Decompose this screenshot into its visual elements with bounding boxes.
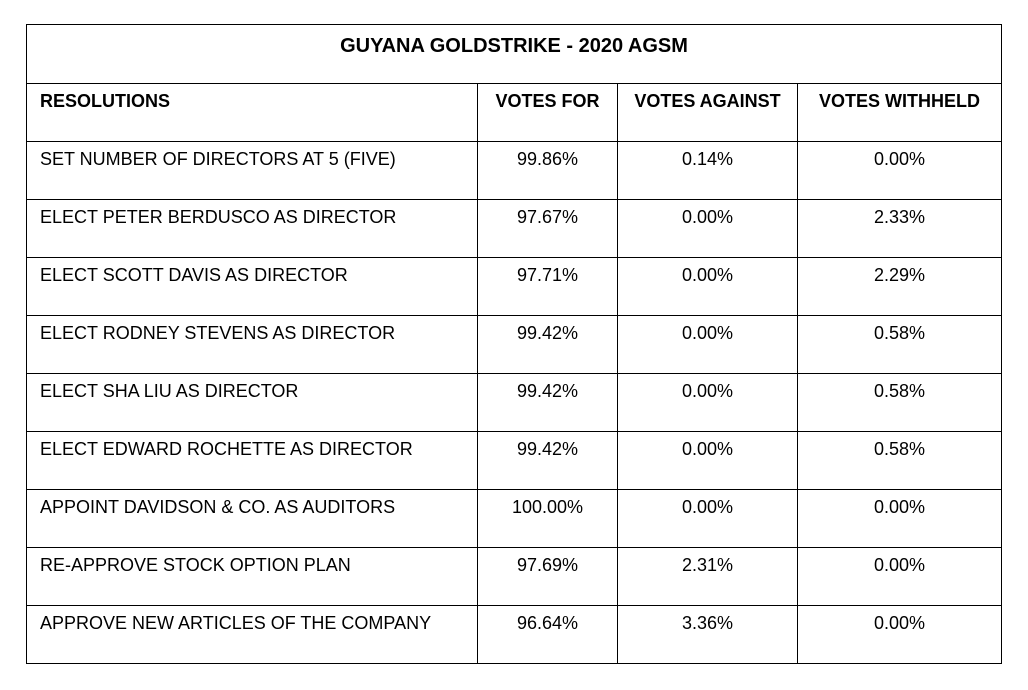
votes-withheld-cell: 0.58% (796, 373, 1003, 432)
table-title: GUYANA GOLDSTRIKE - 2020 AGSM (25, 24, 1003, 84)
header-votes-against: VOTES AGAINST (617, 83, 798, 142)
votes-against-cell: 0.00% (617, 431, 798, 490)
votes-for-cell: 97.69% (477, 547, 618, 606)
header-votes-withheld: VOTES WITHHELD (796, 83, 1003, 142)
resolution-cell: ELECT SCOTT DAVIS AS DIRECTOR (26, 257, 478, 316)
votes-against-cell: 2.31% (617, 547, 798, 606)
table-row: SET NUMBER OF DIRECTORS AT 5 (FIVE) 99.86… (26, 141, 1003, 200)
header-votes-for: VOTES FOR (477, 83, 618, 142)
resolution-cell: ELECT SHA LIU AS DIRECTOR (26, 373, 478, 432)
votes-against-cell: 0.00% (617, 489, 798, 548)
votes-against-cell: 0.14% (617, 141, 798, 200)
votes-withheld-cell: 0.58% (796, 315, 1003, 374)
resolution-cell: ELECT RODNEY STEVENS AS DIRECTOR (26, 315, 478, 374)
table-row: APPOINT DAVIDSON & CO. AS AUDITORS 100.00… (26, 489, 1003, 548)
votes-against-cell: 0.00% (617, 199, 798, 258)
votes-against-cell: 3.36% (617, 605, 798, 664)
header-row: RESOLUTIONS VOTES FOR VOTES AGAINST VOTE… (26, 83, 1003, 142)
resolution-cell: APPOINT DAVIDSON & CO. AS AUDITORS (26, 489, 478, 548)
votes-withheld-cell: 2.33% (796, 199, 1003, 258)
votes-for-cell: 99.42% (477, 373, 618, 432)
votes-for-cell: 99.86% (477, 141, 618, 200)
votes-for-cell: 99.42% (477, 315, 618, 374)
resolution-cell: SET NUMBER OF DIRECTORS AT 5 (FIVE) (26, 141, 478, 200)
resolution-cell: ELECT EDWARD ROCHETTE AS DIRECTOR (26, 431, 478, 490)
header-resolutions: RESOLUTIONS (26, 83, 478, 142)
votes-withheld-cell: 0.58% (796, 431, 1003, 490)
votes-for-cell: 97.67% (477, 199, 618, 258)
resolution-cell: ELECT PETER BERDUSCO AS DIRECTOR (26, 199, 478, 258)
resolution-cell: RE-APPROVE STOCK OPTION PLAN (26, 547, 478, 606)
table-row: APPROVE NEW ARTICLES OF THE COMPANY 96.64… (26, 605, 1003, 664)
table-row: ELECT PETER BERDUSCO AS DIRECTOR 97.67% 0.… (26, 199, 1003, 258)
votes-against-cell: 0.00% (617, 373, 798, 432)
voting-results-document: GUYANA GOLDSTRIKE - 2020 AGSM RESOLUTION… (25, 24, 1003, 666)
votes-against-cell: 0.00% (617, 315, 798, 374)
table-row: RE-APPROVE STOCK OPTION PLAN 97.69% 2.31% 0… (26, 547, 1003, 606)
votes-withheld-cell: 0.00% (796, 605, 1003, 664)
votes-for-cell: 96.64% (477, 605, 618, 664)
title-row: GUYANA GOLDSTRIKE - 2020 AGSM (25, 24, 1003, 84)
votes-withheld-cell: 0.00% (796, 547, 1003, 606)
votes-for-cell: 100.00% (477, 489, 618, 548)
table-row: ELECT SHA LIU AS DIRECTOR 99.42% 0.00% 0.58… (26, 373, 1003, 432)
table-row: ELECT EDWARD ROCHETTE AS DIRECTOR 99.42% 0… (26, 431, 1003, 490)
table-row: ELECT SCOTT DAVIS AS DIRECTOR 97.71% 0.00%… (26, 257, 1003, 316)
table-row: ELECT RODNEY STEVENS AS DIRECTOR 99.42% 0.… (26, 315, 1003, 374)
voting-results-table: GUYANA GOLDSTRIKE - 2020 AGSM RESOLUTION… (25, 24, 1003, 664)
votes-withheld-cell: 2.29% (796, 257, 1003, 316)
votes-against-cell: 0.00% (617, 257, 798, 316)
votes-for-cell: 97.71% (477, 257, 618, 316)
votes-withheld-cell: 0.00% (796, 489, 1003, 548)
resolution-cell: APPROVE NEW ARTICLES OF THE COMPANY (26, 605, 478, 664)
votes-for-cell: 99.42% (477, 431, 618, 490)
votes-withheld-cell: 0.00% (796, 141, 1003, 200)
